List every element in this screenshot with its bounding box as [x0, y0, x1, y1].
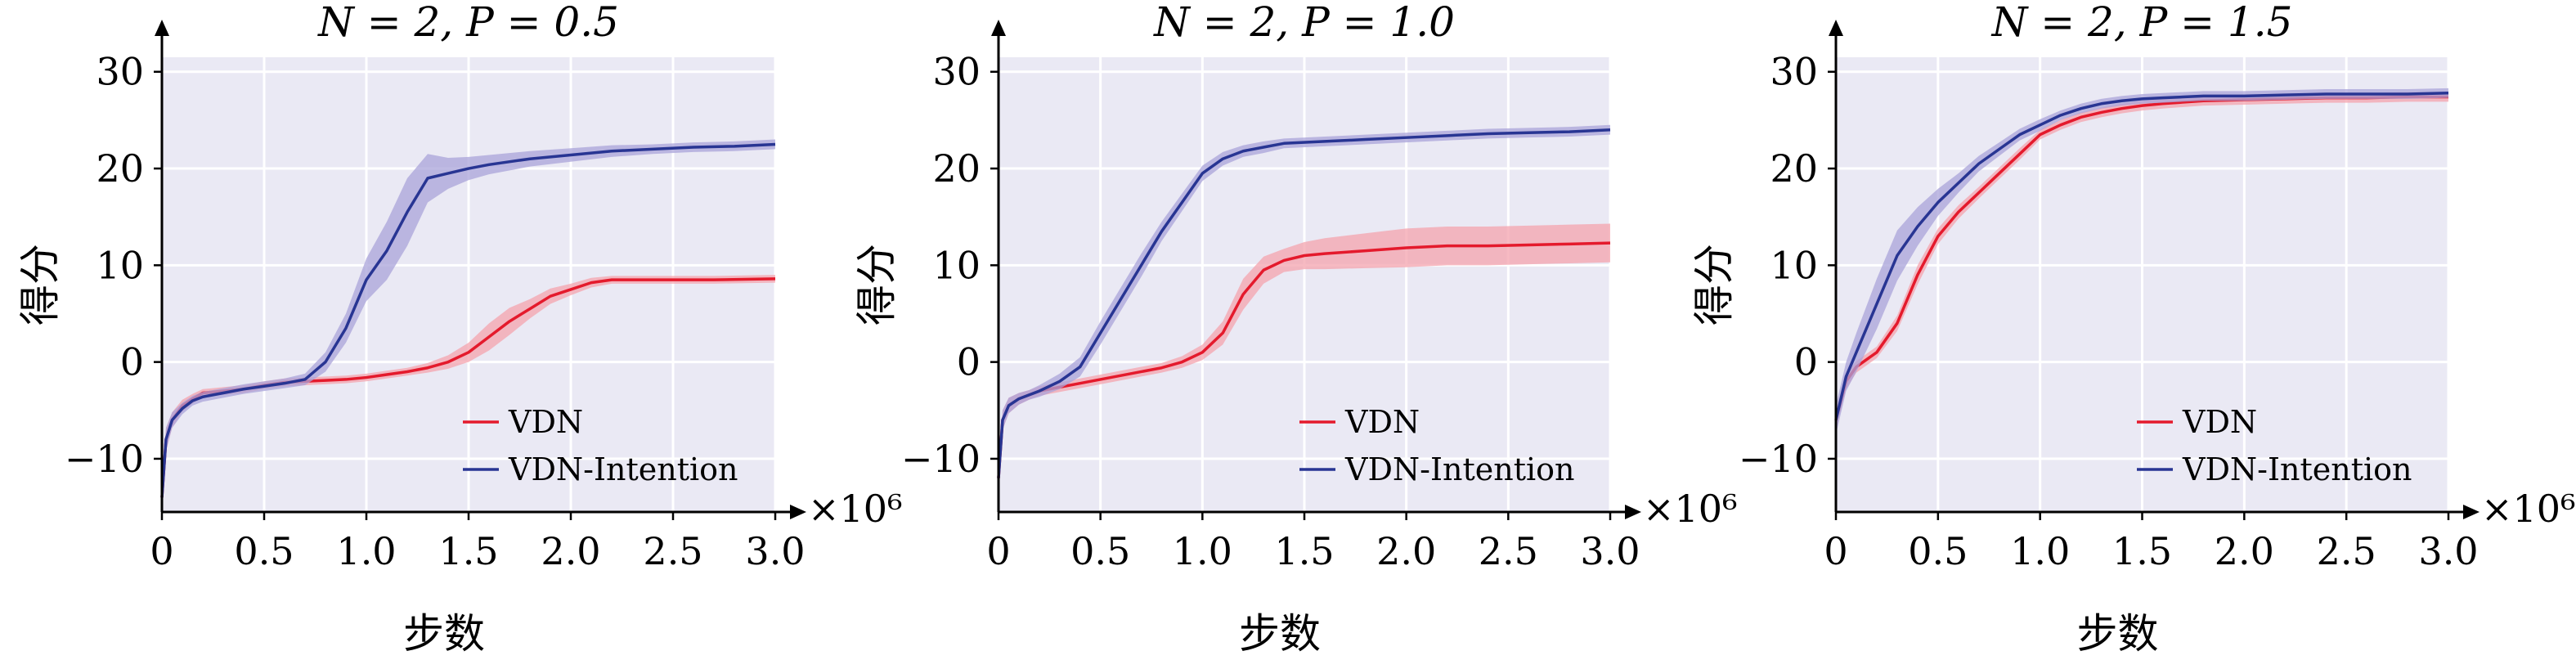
x-tick-label: 0.5: [1070, 529, 1130, 573]
x-tick-label: 2.5: [643, 529, 702, 573]
legend-label-vdn: VDN: [2182, 404, 2257, 440]
x-tick-label: 2.0: [1376, 529, 1436, 573]
y-axis-arrow: [991, 20, 1006, 36]
y-axis-label: 得分: [1690, 244, 1738, 326]
x-axis-label: 步数: [1239, 610, 1321, 658]
series-line-vdn-intention: [160, 142, 776, 498]
x-tick-label: 0: [150, 529, 173, 573]
series-band-vdn: [999, 223, 1610, 488]
x-tick-label: 2.5: [2317, 529, 2376, 573]
x-tick-label: 1.0: [336, 529, 396, 573]
y-tick-label: −10: [901, 437, 981, 481]
legend-label-vdn-intention: VDN-Intention: [2182, 451, 2412, 487]
y-tick-label: 10: [96, 243, 144, 287]
x-tick-label: 3.0: [2418, 529, 2478, 573]
x-tick-label: 1.5: [2112, 529, 2172, 573]
y-axis-arrow: [1829, 20, 1843, 36]
x-axis-arrow: [790, 505, 806, 519]
x-tick-label: 3.0: [745, 529, 805, 573]
x-axis-arrow: [2463, 505, 2480, 519]
x-tick-label: 3.0: [1580, 529, 1640, 573]
x-tick-label: 0: [986, 529, 1010, 573]
x-tick-label: 0: [1824, 529, 1847, 573]
y-tick-label: 20: [932, 146, 981, 191]
x-tick-label: 2.0: [2215, 529, 2274, 573]
y-tick-label: 0: [957, 340, 981, 384]
x-multiplier-label: ×10⁶: [808, 487, 903, 531]
chart-title: N = 2, P = 1.0: [1153, 0, 1455, 46]
y-tick-label: 20: [1770, 146, 1818, 191]
x-tick-label: 2.5: [1479, 529, 1538, 573]
x-tick-label: 1.0: [1173, 529, 1232, 573]
y-axis-label: 得分: [853, 244, 900, 326]
y-tick-label: 30: [96, 50, 144, 94]
x-multiplier-label: ×10⁶: [1643, 487, 1738, 531]
y-tick-label: 30: [1770, 50, 1818, 94]
chart-panel-1: 0 0.5 1.0 1.5 2.0 2.5 3.0 30 20 10 0 −10 ×10⁶ N = 2, …: [16, 0, 903, 658]
x-tick-label: 0.5: [1908, 529, 1968, 573]
chart-panel-3: 0 0.5 1.0 1.5 2.0 2.5 3.0 30 20 10 0 −10 ×10⁶ N = 2, …: [1690, 0, 2576, 658]
chart-title: N = 2, P = 0.5: [317, 0, 619, 46]
x-axis-label: 步数: [403, 610, 485, 658]
y-tick-label: 10: [932, 243, 981, 287]
x-tick-label: 1.5: [438, 529, 498, 573]
y-tick-label: 0: [120, 340, 144, 384]
x-multiplier-label: ×10⁶: [2481, 487, 2576, 531]
chart-title: N = 2, P = 1.5: [1991, 0, 2293, 46]
x-axis-label: 步数: [2077, 610, 2159, 658]
x-tick-label: 1.0: [2010, 529, 2070, 573]
y-axis-label: 得分: [16, 244, 64, 326]
y-tick-label: −10: [65, 437, 144, 481]
legend-label-vdn-intention: VDN-Intention: [508, 451, 738, 487]
y-tick-label: 10: [1770, 243, 1818, 287]
series-line-vdn-intention: [1834, 92, 2449, 421]
y-tick-label: 20: [96, 146, 144, 191]
y-tick-label: 30: [932, 50, 981, 94]
legend-label-vdn-intention: VDN-Intention: [1344, 451, 1575, 487]
x-tick-label: 0.5: [234, 529, 294, 573]
x-axis-arrow: [1625, 505, 1641, 519]
series-line-vdn-intention: [997, 128, 1611, 478]
legend-label-vdn: VDN: [508, 404, 583, 440]
y-tick-label: 0: [1794, 340, 1818, 384]
series-band-vdn-intention: [999, 124, 1610, 488]
legend-label-vdn: VDN: [1344, 404, 1420, 440]
x-tick-label: 1.5: [1274, 529, 1334, 573]
x-tick-label: 2.0: [541, 529, 600, 573]
y-tick-label: −10: [1739, 437, 1818, 481]
chart-panel-2: 0 0.5 1.0 1.5 2.0 2.5 3.0 30 20 10 0 −10 ×10⁶ N = 2, …: [853, 0, 1738, 658]
y-axis-arrow: [155, 20, 169, 36]
